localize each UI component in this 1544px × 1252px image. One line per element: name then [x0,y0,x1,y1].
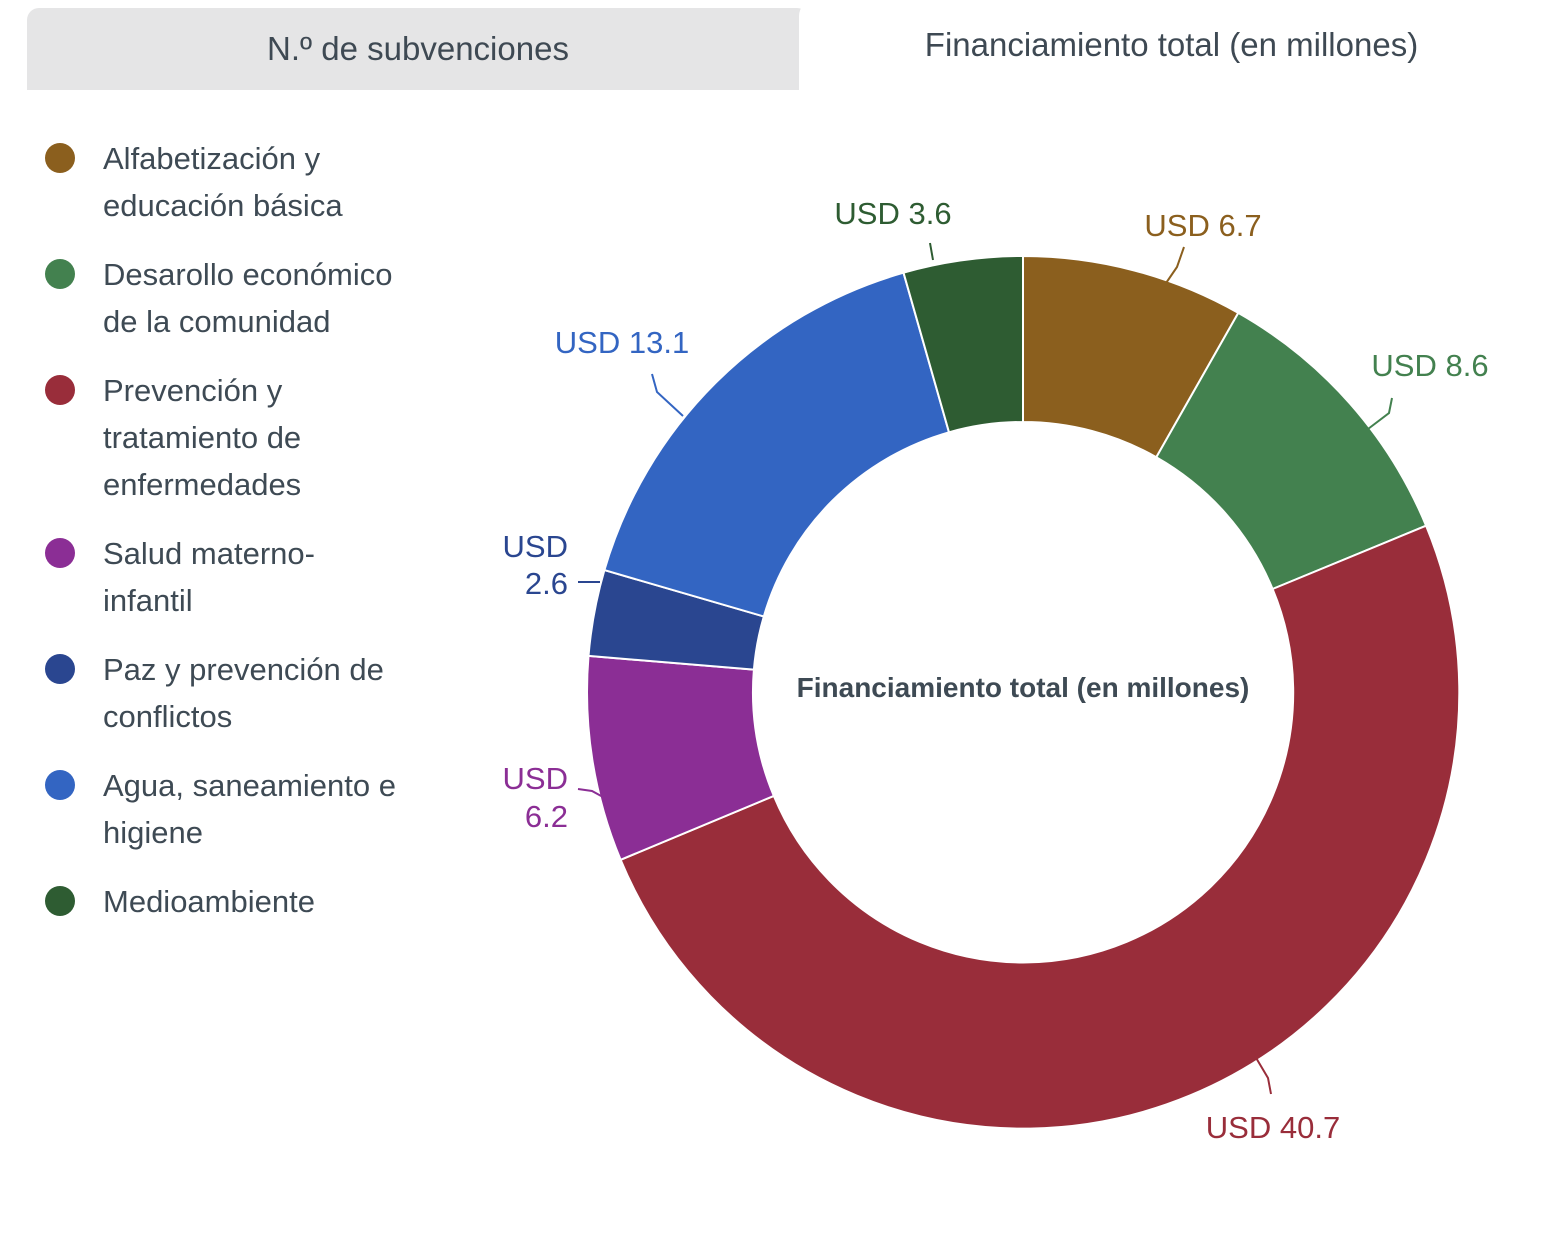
legend-swatch-icon [45,375,75,405]
legend-swatch-icon [45,538,75,568]
slice-data-label: USD 13.1 [555,325,689,360]
donut-slice-6[interactable] [902,255,1024,434]
slice-data-label: USD 8.6 [1371,348,1488,383]
tab-financiamiento-total[interactable]: Financiamiento total (en millones) [799,0,1544,90]
slice-data-label: USD 3.6 [834,196,951,231]
legend-swatch-icon [45,259,75,289]
chart-legend: Alfabetización y educación básica Desarol… [45,135,465,947]
donut-slice-5[interactable] [603,271,950,618]
tab-num-subvenciones[interactable]: N.º de subvenciones [27,8,809,90]
tab-label: N.º de subvenciones [267,30,569,67]
slice-data-label: USD 2.6 [503,529,568,601]
slice-data-label: USD 6.2 [503,761,568,834]
legend-label: Alfabetización y educación básica [103,141,343,223]
slice-label-connector [929,242,934,261]
slice-data-label: USD 6.7 [1144,208,1261,243]
legend-label: Paz y prevención de conflictos [103,652,384,734]
legend-item-5[interactable]: Agua, saneamiento e higiene [45,762,465,856]
donut-slice-2[interactable] [619,524,1461,1130]
legend-item-1[interactable]: Desarollo económico de la comunidad [45,251,465,345]
legend-swatch-icon [45,886,75,916]
legend-item-3[interactable]: Salud materno- infantil [45,530,465,624]
slice-label-connector [1367,397,1393,430]
tab-label: Financiamiento total (en millones) [924,26,1419,63]
legend-item-4[interactable]: Paz y prevención de conflictos [45,646,465,740]
legend-item-2[interactable]: Prevención y tratamiento de enfermedades [45,367,465,508]
legend-item-6[interactable]: Medioambiente [45,878,465,925]
legend-swatch-icon [45,143,75,173]
legend-label: Salud materno- infantil [103,536,315,618]
slice-label-connector [651,373,684,417]
legend-label: Prevención y tratamiento de enfermedades [103,373,302,502]
legend-label: Agua, saneamiento e higiene [103,768,396,850]
legend-label: Medioambiente [103,884,315,919]
slice-label-connector [577,788,604,798]
legend-item-0[interactable]: Alfabetización y educación básica [45,135,465,229]
slice-label-connector [1163,246,1185,287]
slice-data-label: USD 40.7 [1206,1110,1340,1145]
legend-swatch-icon [45,654,75,684]
tab-bar: N.º de subvenciones Financiamiento total… [0,0,1544,90]
legend-label: Desarollo económico de la comunidad [103,257,393,339]
slice-label-connector [1251,1050,1272,1095]
legend-swatch-icon [45,770,75,800]
